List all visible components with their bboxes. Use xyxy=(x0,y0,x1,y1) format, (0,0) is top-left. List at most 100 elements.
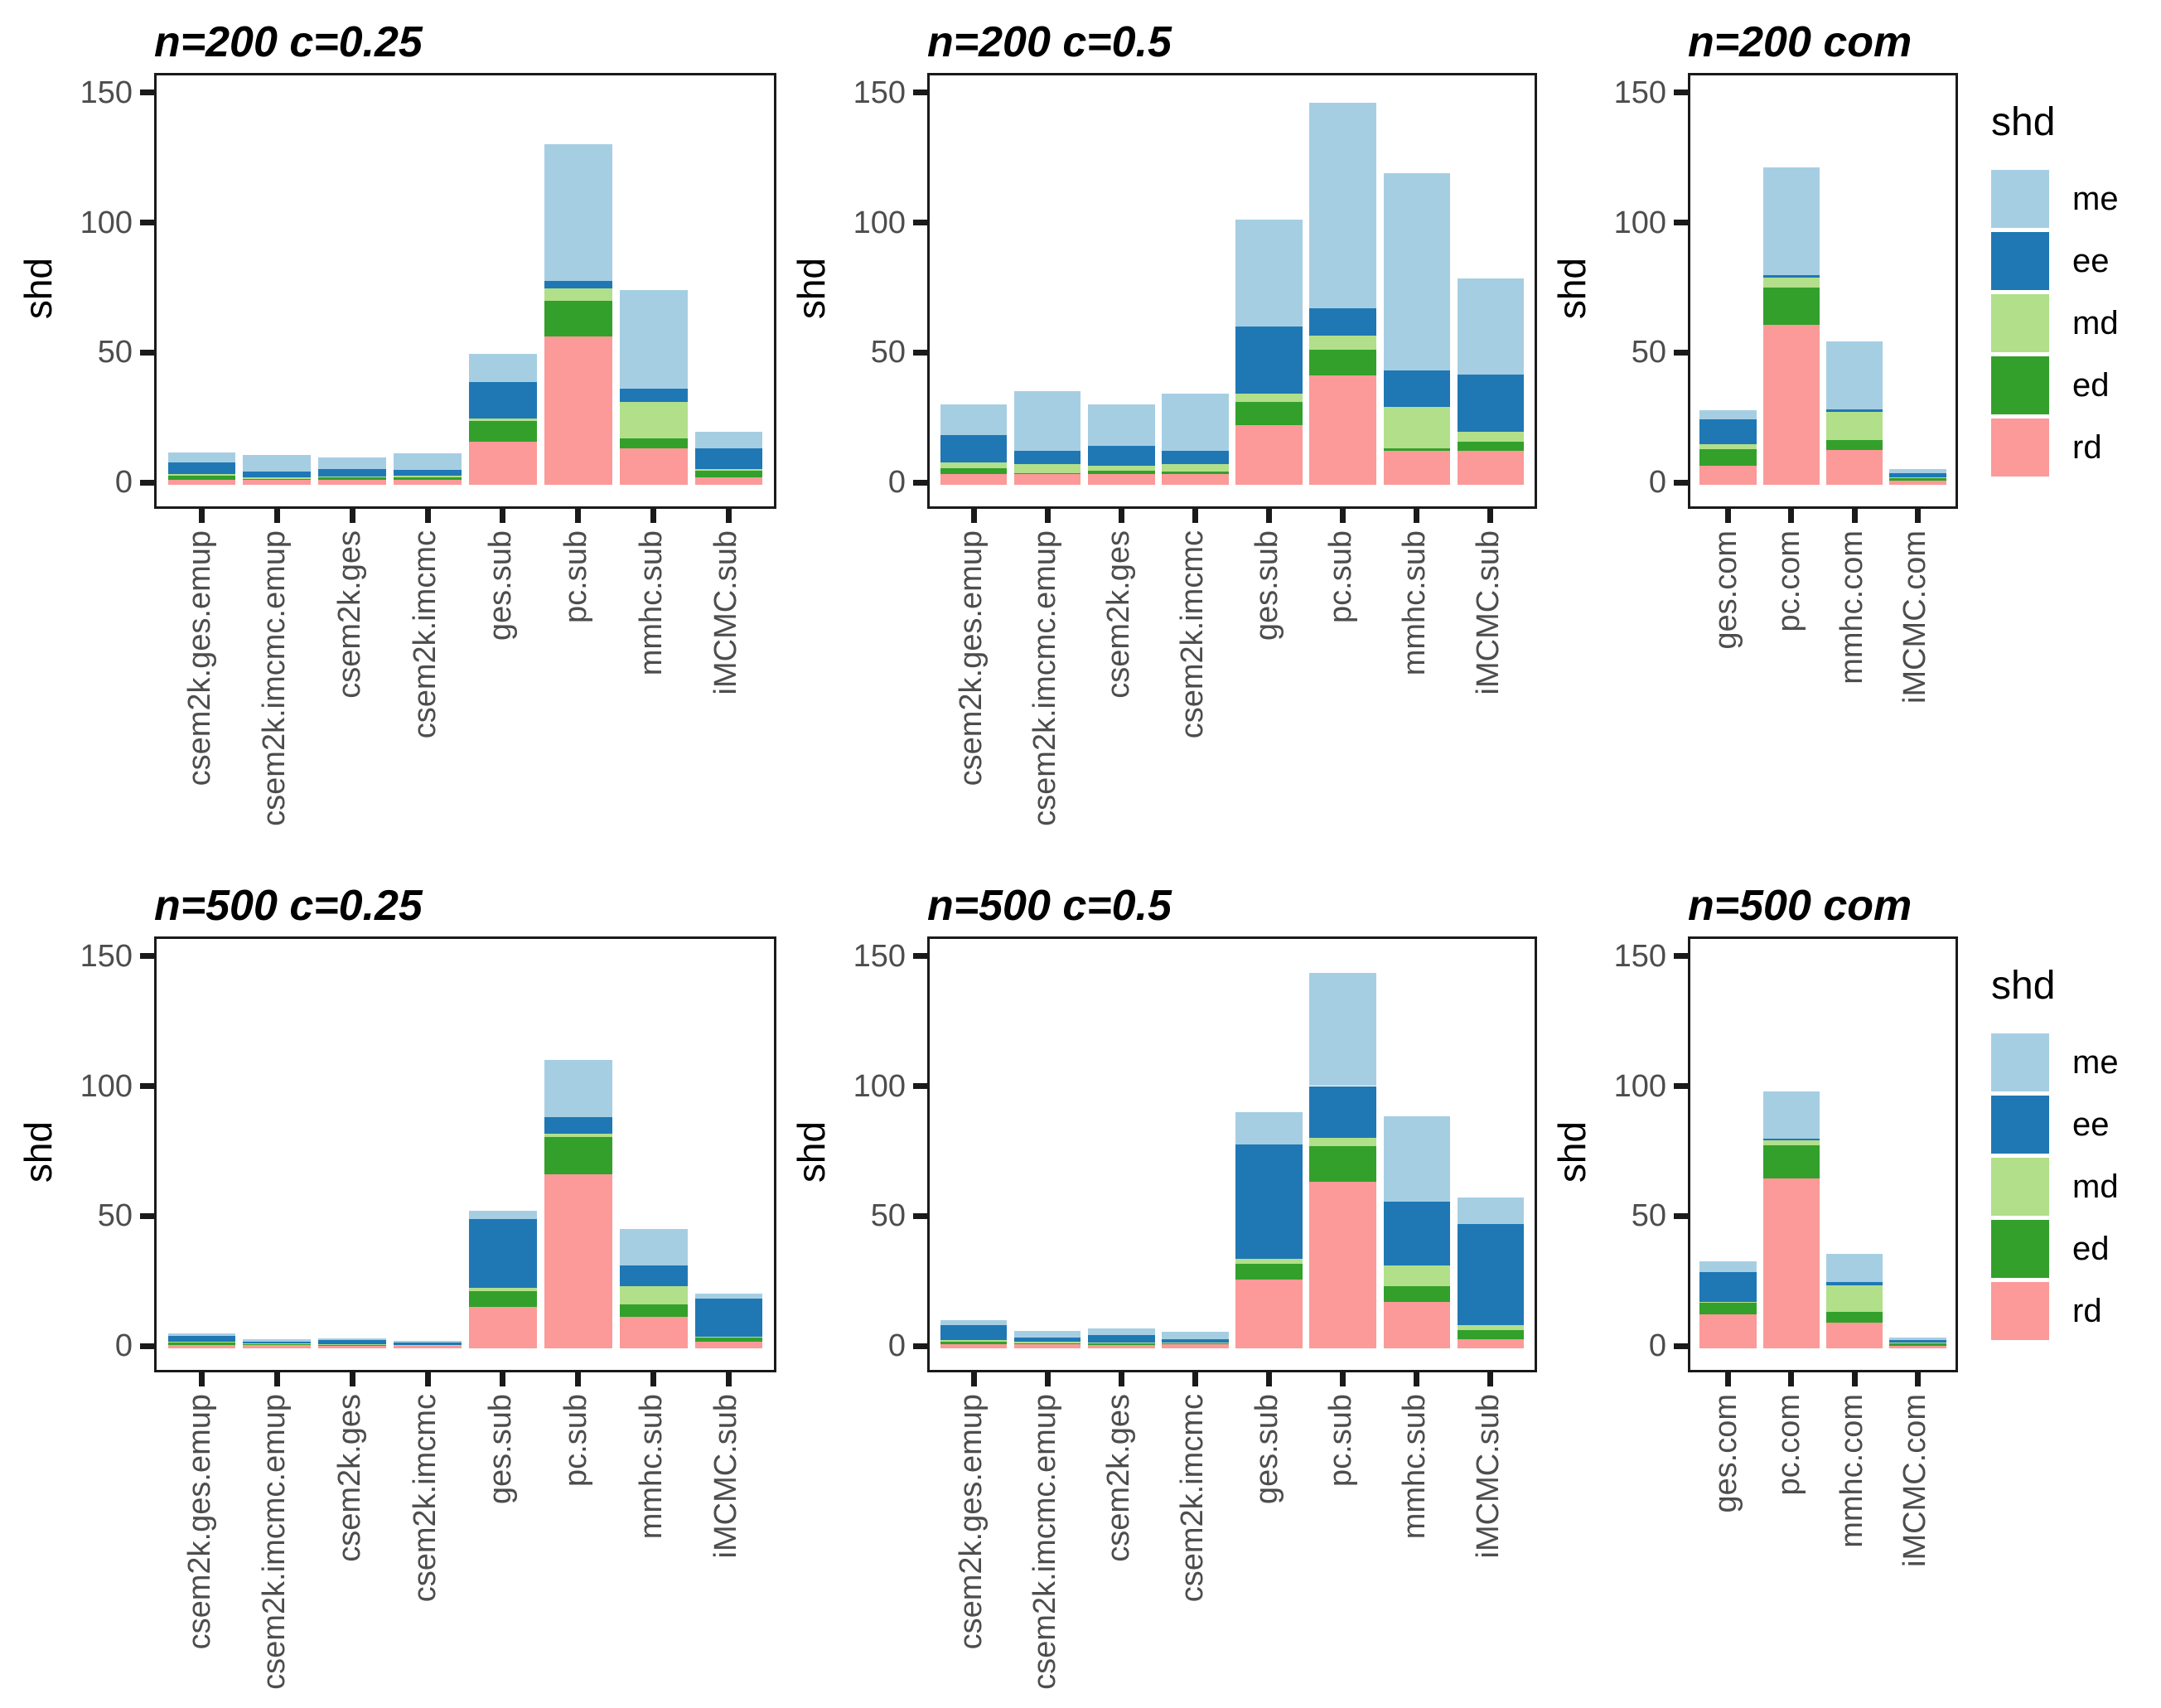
bar-segment-me-pc-com xyxy=(1762,167,1820,275)
x-tick-mark xyxy=(725,1372,732,1386)
bar-segment-me-imcmc-sub xyxy=(694,431,763,449)
x-tick-mark xyxy=(349,509,355,523)
bar-segment-md-mmhc-com xyxy=(1825,1285,1883,1313)
bar-segment-rd-ges-com xyxy=(1699,465,1757,485)
bar-segment-me-csem2k-ges xyxy=(318,1338,387,1341)
bar-segment-ed-csem2k-ges-emup xyxy=(167,476,236,480)
bar-segment-rd-pc-com xyxy=(1762,325,1820,485)
bar-segment-me-csem2k-imcmc-emup xyxy=(1014,1330,1081,1338)
y-tick-label: 100 xyxy=(80,1068,133,1104)
bar-segment-ed-csem2k-ges-emup xyxy=(167,1343,236,1345)
bar-segment-me-pc-com xyxy=(1762,1091,1820,1139)
bar-segment-me-imcmc-sub xyxy=(1457,1198,1524,1224)
x-tick-mark xyxy=(575,509,582,523)
x-tick-mark xyxy=(650,1372,657,1386)
bar-segment-ed-csem2k-imcmc-emup xyxy=(243,479,312,481)
bar-segment-ed-imcmc-sub xyxy=(694,470,763,477)
legend-key-md-swatch xyxy=(1991,1158,2049,1216)
y-tick-label: 150 xyxy=(80,75,133,110)
bar-segment-me-csem2k-ges-emup xyxy=(167,452,236,463)
bar-segment-ee-csem2k-imcmc-emup xyxy=(1014,451,1081,464)
bar-segment-ee-csem2k-imcmc-emup xyxy=(243,1341,312,1343)
x-tick-label-csem2k-ges: csem2k.ges xyxy=(1101,530,1137,699)
bar-segment-rd-csem2k-ges xyxy=(1088,474,1155,485)
bar-segment-me-csem2k-imcmc xyxy=(394,452,462,470)
chart-title: n=500 c=0.25 xyxy=(154,882,423,930)
bar-segment-md-mmhc-sub xyxy=(1383,407,1450,449)
chart-body: shd 0 50 100 150 csem2k.ges.emup csem2k.imcmc.… xyxy=(788,73,1537,840)
bar-segment-rd-mmhc-com xyxy=(1825,449,1883,485)
bar-segment-md-pc-sub xyxy=(544,1134,612,1137)
x-tick-mark xyxy=(500,1372,506,1386)
y-tick-mark xyxy=(140,1212,154,1219)
x-tick-label-mmhc-sub: mmhc.sub xyxy=(633,1394,669,1540)
bar-segment-ee-csem2k-ges-emup xyxy=(940,1325,1008,1340)
x-tick-mark xyxy=(1487,1372,1494,1386)
y-tick-mark xyxy=(1674,1343,1688,1349)
x-tick-label-csem2k-ges: csem2k.ges xyxy=(332,1394,368,1562)
x-tick-label-pc-sub: pc.sub xyxy=(1322,530,1358,623)
bar-segment-ed-ges-com xyxy=(1699,1302,1757,1315)
bar-segment-ed-csem2k-ges-emup xyxy=(940,1341,1008,1344)
plot-panel xyxy=(154,73,776,509)
bar-segment-ee-csem2k-ges xyxy=(318,468,387,477)
x-tick-label-ges-sub: ges.sub xyxy=(482,530,518,641)
bar-segment-md-pc-sub xyxy=(1309,1138,1376,1146)
bar-segment-rd-mmhc-sub xyxy=(1383,1301,1450,1348)
bar-segment-ed-csem2k-ges xyxy=(1088,1343,1155,1345)
x-tick-label-pc-sub: pc.sub xyxy=(558,1394,593,1487)
x-tick-mark xyxy=(1266,1372,1272,1386)
x-tick-label-csem2k-imcmc: csem2k.imcmc xyxy=(1175,530,1211,739)
panel-wrap: ges.com pc.com mmhc.com iMCMC.com xyxy=(1688,73,1958,840)
legend-key-ed-swatch xyxy=(1991,1220,2049,1278)
bar-segment-me-csem2k-ges-emup xyxy=(940,1319,1008,1326)
x-tick-mark xyxy=(1192,509,1198,523)
x-tick-label-mmhc-com: mmhc.com xyxy=(1835,530,1870,685)
plot-panel xyxy=(927,73,1537,509)
bar-segment-ed-csem2k-imcmc xyxy=(1162,1343,1229,1345)
panel-wrap: csem2k.ges.emup csem2k.imcmc.emup csem2k.g… xyxy=(154,936,776,1704)
y-tick-mark xyxy=(140,90,154,96)
bar-segment-ed-csem2k-ges-emup xyxy=(940,467,1008,475)
x-tick-mark xyxy=(575,1372,582,1386)
y-tick-label: 150 xyxy=(853,75,906,110)
x-tick-mark xyxy=(970,509,977,523)
bar-segment-rd-ges-sub xyxy=(469,1306,537,1348)
bar-segment-rd-imcmc-com xyxy=(1889,481,1946,485)
bar-segment-ed-csem2k-imcmc xyxy=(394,1345,462,1347)
x-tick-mark xyxy=(1044,1372,1051,1386)
y-tick-mark xyxy=(913,953,927,960)
panel-wrap: csem2k.ges.emup csem2k.imcmc.emup csem2k.g… xyxy=(154,73,776,840)
legend-label: ed xyxy=(2072,366,2110,404)
x-tick-mark xyxy=(1414,1372,1420,1386)
x-tick-label-mmhc-sub: mmhc.sub xyxy=(633,530,669,676)
bar-segment-md-csem2k-ges-emup xyxy=(167,474,236,477)
bar-segment-ed-pc-com xyxy=(1762,288,1820,326)
y-axis-title: shd xyxy=(1550,1120,1593,1183)
bar-segment-ee-imcmc-sub xyxy=(1457,374,1524,432)
bar-segment-ee-pc-sub xyxy=(1309,1086,1376,1139)
x-tick-mark xyxy=(650,509,657,523)
bar-segment-rd-pc-sub xyxy=(1309,375,1376,485)
legend-entry-me: me xyxy=(1991,170,2119,228)
bar-segment-rd-ges-sub xyxy=(1235,424,1303,485)
bar-segment-ed-ges-sub xyxy=(469,421,537,443)
bar-segment-me-csem2k-imcmc xyxy=(1162,1331,1229,1340)
legend-label: rd xyxy=(2072,1292,2102,1329)
bar-segment-rd-csem2k-imcmc xyxy=(1162,1344,1229,1348)
bar-segment-ee-csem2k-ges xyxy=(1088,1335,1155,1343)
x-tick-mark xyxy=(1118,509,1124,523)
bar-segment-me-imcmc-com xyxy=(1889,1338,1946,1341)
y-tick-label: 50 xyxy=(1631,335,1666,370)
bar-segment-ee-ges-sub xyxy=(1235,326,1303,394)
bar-segment-ee-csem2k-imcmc xyxy=(1162,1339,1229,1343)
chart-title: n=200 c=0.25 xyxy=(154,18,423,66)
x-tick-label-mmhc-sub: mmhc.sub xyxy=(1396,530,1432,676)
x-tick-mark xyxy=(1266,509,1272,523)
bar-segment-me-imcmc-sub xyxy=(1457,278,1524,375)
x-tick-mark xyxy=(1851,1372,1858,1386)
bar-segment-md-pc-com xyxy=(1762,277,1820,288)
chart-n-500-com: n=500 com shd 0 50 100 150 ges.com pc.com mmhc.c… xyxy=(1549,864,1958,1704)
y-tick-mark xyxy=(140,953,154,960)
y-tick-label: 0 xyxy=(114,1328,133,1363)
